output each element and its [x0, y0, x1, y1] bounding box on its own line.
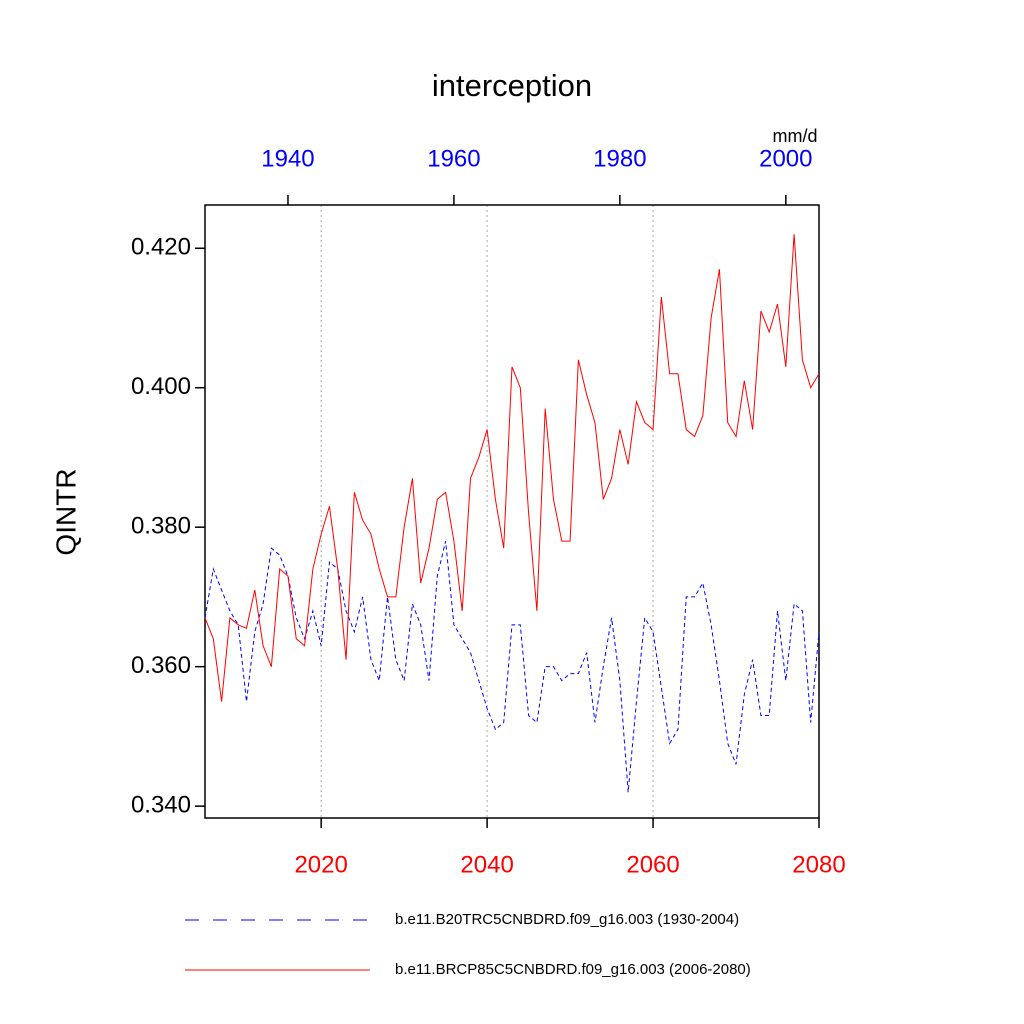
- legend-label: b.e11.B20TRC5CNBDRD.f09_g16.003 (1930-20…: [395, 911, 739, 928]
- y-tick-label: 0.340: [131, 791, 191, 818]
- x-tick-label: 2060: [626, 851, 679, 878]
- series-line: [204, 234, 820, 702]
- x2-tick-label: 1980: [593, 145, 646, 172]
- y-axis-label: QINTR: [50, 468, 81, 555]
- y-tick-label: 0.400: [131, 373, 191, 400]
- x-tick-label: 2080: [792, 851, 845, 878]
- x2-tick-label: 2000: [759, 145, 812, 172]
- y-tick-label: 0.360: [131, 652, 191, 679]
- x2-tick-label: 1940: [261, 145, 314, 172]
- y-tick-label: 0.420: [131, 234, 191, 261]
- x-tick-label: 2040: [460, 851, 513, 878]
- units-label: mm/d: [773, 126, 818, 146]
- y-tick-label: 0.380: [131, 513, 191, 540]
- chart-title: interception: [432, 68, 592, 103]
- plot-frame: [204, 204, 820, 819]
- series-line: [204, 541, 820, 793]
- x2-tick-label: 1960: [427, 145, 480, 172]
- legend-label: b.e11.BRCP85C5CNBDRD.f09_g16.003 (2006-2…: [395, 961, 751, 978]
- x-tick-label: 2020: [294, 851, 347, 878]
